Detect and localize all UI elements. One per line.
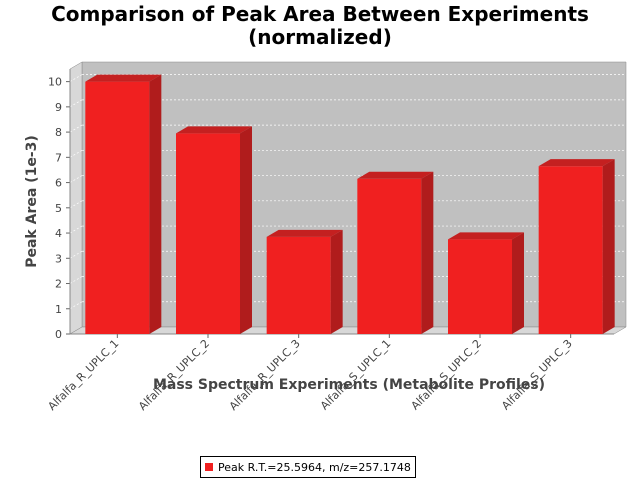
bar-top (448, 232, 524, 240)
x-tick-label: Alfalfa_S_UPLC_2 (409, 337, 485, 413)
bar-top (357, 171, 434, 179)
y-tick-label: 7 (55, 151, 62, 164)
y-tick-label: 5 (55, 202, 62, 215)
bar-top (85, 74, 162, 82)
bar (85, 74, 162, 334)
y-tick-label: 4 (55, 227, 62, 240)
legend-label: Peak R.T.=25.5964, m/z=257.1748 (218, 460, 411, 474)
bar-front (85, 81, 150, 334)
bar-side (149, 74, 162, 334)
bar-front (266, 236, 331, 334)
bar (266, 229, 343, 334)
bar-top (176, 126, 252, 134)
y-tick-label: 9 (55, 101, 62, 114)
x-tick-label: Alfalfa_S_UPLC_3 (499, 337, 575, 413)
y-tick-label: 1 (55, 303, 62, 316)
bar (538, 159, 615, 334)
y-tick-label: 0 (55, 328, 62, 341)
bar-side (512, 232, 524, 334)
y-tick-label: 10 (48, 76, 62, 89)
bar (448, 232, 524, 334)
bar-front (448, 239, 512, 334)
plot-side-wall (69, 61, 83, 335)
x-tick-label: Alfalfa_R_UPLC_2 (136, 337, 212, 413)
chart-subtitle: (normalized) (248, 25, 392, 49)
bar (357, 171, 434, 334)
bar-top (266, 229, 343, 237)
bar-top (538, 159, 615, 167)
legend-swatch (205, 463, 213, 471)
x-tick-label: Alfalfa_R_UPLC_1 (45, 337, 121, 413)
x-axis-label: Mass Spectrum Experiments (Metabolite Pr… (153, 377, 545, 393)
x-tick-label: Alfalfa_R_UPLC_3 (227, 337, 303, 413)
bar-side (421, 171, 434, 334)
y-tick-label: 3 (55, 252, 62, 265)
bar-side (240, 126, 252, 334)
y-tick-label: 2 (55, 278, 62, 291)
x-tick-label: Alfalfa_S_UPLC_1 (318, 337, 394, 413)
y-axis-label: Peak Area (1e-3) (24, 135, 40, 268)
bar-front (176, 133, 240, 334)
bar-side (330, 229, 343, 334)
bar-front (357, 178, 422, 334)
chart-title: Comparison of Peak Area Between Experime… (51, 2, 589, 26)
y-tick-label: 6 (55, 177, 62, 190)
legend: Peak R.T.=25.5964, m/z=257.1748 (200, 456, 416, 478)
bar (176, 126, 252, 334)
y-tick-label: 8 (55, 126, 62, 139)
bar-front (538, 166, 603, 334)
bar-side (602, 159, 615, 334)
